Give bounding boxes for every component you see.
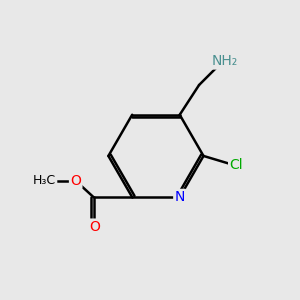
Text: H₃C: H₃C [33, 174, 56, 187]
Text: NH₂: NH₂ [211, 54, 237, 68]
Text: N: N [175, 190, 185, 204]
Text: O: O [70, 174, 81, 188]
Text: O: O [90, 220, 101, 234]
Text: Cl: Cl [230, 158, 243, 172]
